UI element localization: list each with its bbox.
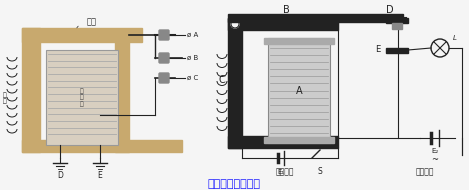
Text: 继电器工作原理图: 继电器工作原理图: [207, 179, 260, 189]
Text: 弹
簧: 弹 簧: [3, 92, 7, 104]
Text: ø A: ø A: [187, 32, 198, 38]
Text: ø C: ø C: [187, 75, 198, 81]
Text: 工作电路: 工作电路: [416, 168, 434, 177]
Bar: [268, 38, 330, 143]
Text: ø B: ø B: [187, 55, 198, 61]
Text: S: S: [318, 167, 322, 176]
Bar: [46, 50, 118, 145]
Text: 衔铁: 衔铁: [87, 17, 97, 26]
Text: E: E: [98, 172, 102, 180]
Text: E₂: E₂: [431, 148, 439, 154]
Text: L: L: [453, 35, 457, 41]
Bar: [386, 48, 408, 53]
Text: E₁: E₁: [278, 169, 285, 175]
Bar: [115, 42, 129, 152]
Bar: [264, 137, 334, 143]
Bar: [22, 140, 182, 152]
Bar: [228, 18, 338, 30]
Text: D: D: [386, 5, 394, 15]
Bar: [264, 38, 334, 44]
FancyBboxPatch shape: [159, 73, 169, 83]
Bar: [228, 136, 338, 148]
Text: B: B: [283, 5, 289, 15]
Bar: [22, 28, 40, 152]
Bar: [392, 23, 402, 29]
Text: D: D: [57, 172, 63, 180]
FancyBboxPatch shape: [159, 30, 169, 40]
FancyBboxPatch shape: [159, 53, 169, 63]
Text: ~: ~: [431, 155, 439, 164]
Bar: [22, 28, 142, 42]
Bar: [228, 14, 403, 22]
Text: E: E: [375, 45, 380, 55]
Bar: [228, 18, 242, 148]
Text: 控制电路: 控制电路: [276, 168, 294, 177]
Bar: [386, 18, 408, 23]
Text: 电
磁
铁: 电 磁 铁: [80, 88, 84, 107]
Text: C: C: [219, 75, 226, 85]
Circle shape: [231, 20, 239, 28]
Text: A: A: [295, 86, 303, 96]
